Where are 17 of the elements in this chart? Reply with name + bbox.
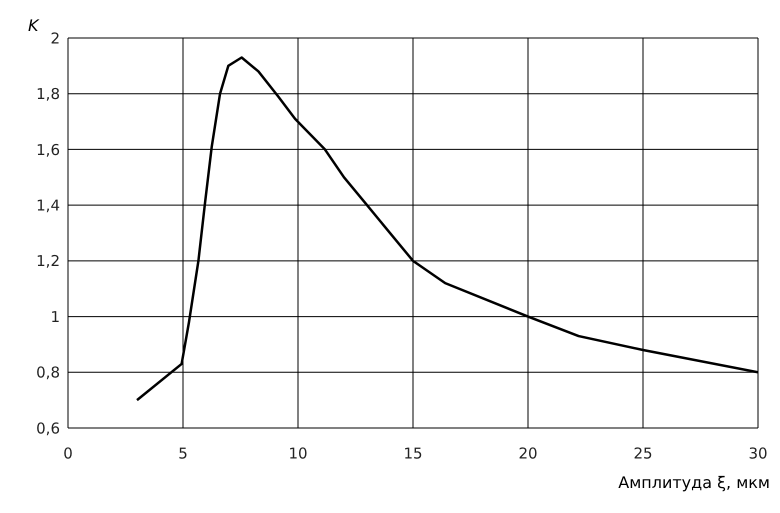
y-tick-label: 1 <box>50 308 60 326</box>
y-tick-label: 2 <box>50 29 60 48</box>
x-tick-label: 0 <box>63 444 73 463</box>
y-tick-label: 1,4 <box>36 196 60 214</box>
x-axis-title: Амплитуда ξ, мкм <box>618 473 770 492</box>
y-tick-label: 0,6 <box>36 419 60 438</box>
y-tick-label: 0,8 <box>36 364 60 382</box>
y-tick-label: 1,2 <box>36 252 60 270</box>
y-axis-title: K <box>28 16 38 35</box>
x-tick-label: 25 <box>633 444 653 463</box>
x-tick-label: 15 <box>403 444 423 463</box>
x-tick-label: 30 <box>748 444 768 463</box>
y-tick-label: 1,8 <box>36 85 60 104</box>
x-tick-label: 20 <box>518 444 538 463</box>
x-tick-label: 10 <box>288 444 308 463</box>
y-tick-label: 1,6 <box>36 140 60 159</box>
x-tick-label: 5 <box>178 444 188 463</box>
